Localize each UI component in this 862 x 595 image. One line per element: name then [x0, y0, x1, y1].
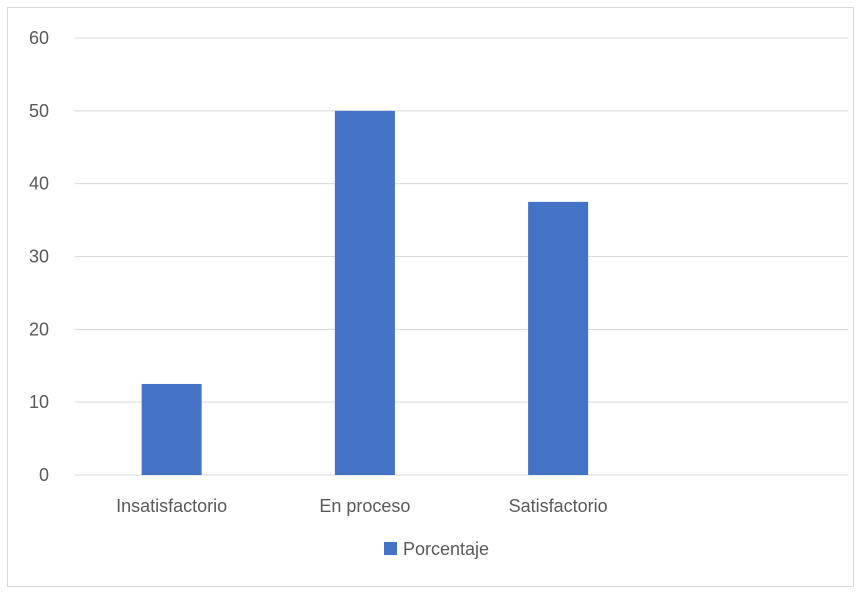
x-axis-labels: Insatisfactorio En proceso Satisfactorio [116, 496, 608, 516]
chart-frame [7, 7, 854, 587]
y-tick-label: 40 [29, 174, 49, 194]
y-tick-label: 0 [39, 465, 49, 485]
y-tick-label: 30 [29, 247, 49, 267]
y-tick-label: 10 [29, 392, 49, 412]
legend: Porcentaje [384, 539, 489, 559]
x-tick-label: Satisfactorio [509, 496, 608, 516]
bar [334, 110, 395, 475]
y-tick-label: 50 [29, 101, 49, 121]
y-axis-ticks: 0 10 20 30 40 50 60 [29, 28, 49, 485]
bar [528, 201, 589, 475]
bars [141, 110, 589, 475]
y-tick-label: 60 [29, 28, 49, 48]
x-tick-label: En proceso [319, 496, 410, 516]
x-tick-label: Insatisfactorio [116, 496, 227, 516]
gridlines [75, 37, 848, 476]
bar [141, 383, 202, 475]
y-tick-label: 20 [29, 319, 49, 339]
legend-label: Porcentaje [403, 539, 489, 559]
legend-swatch [384, 542, 397, 555]
